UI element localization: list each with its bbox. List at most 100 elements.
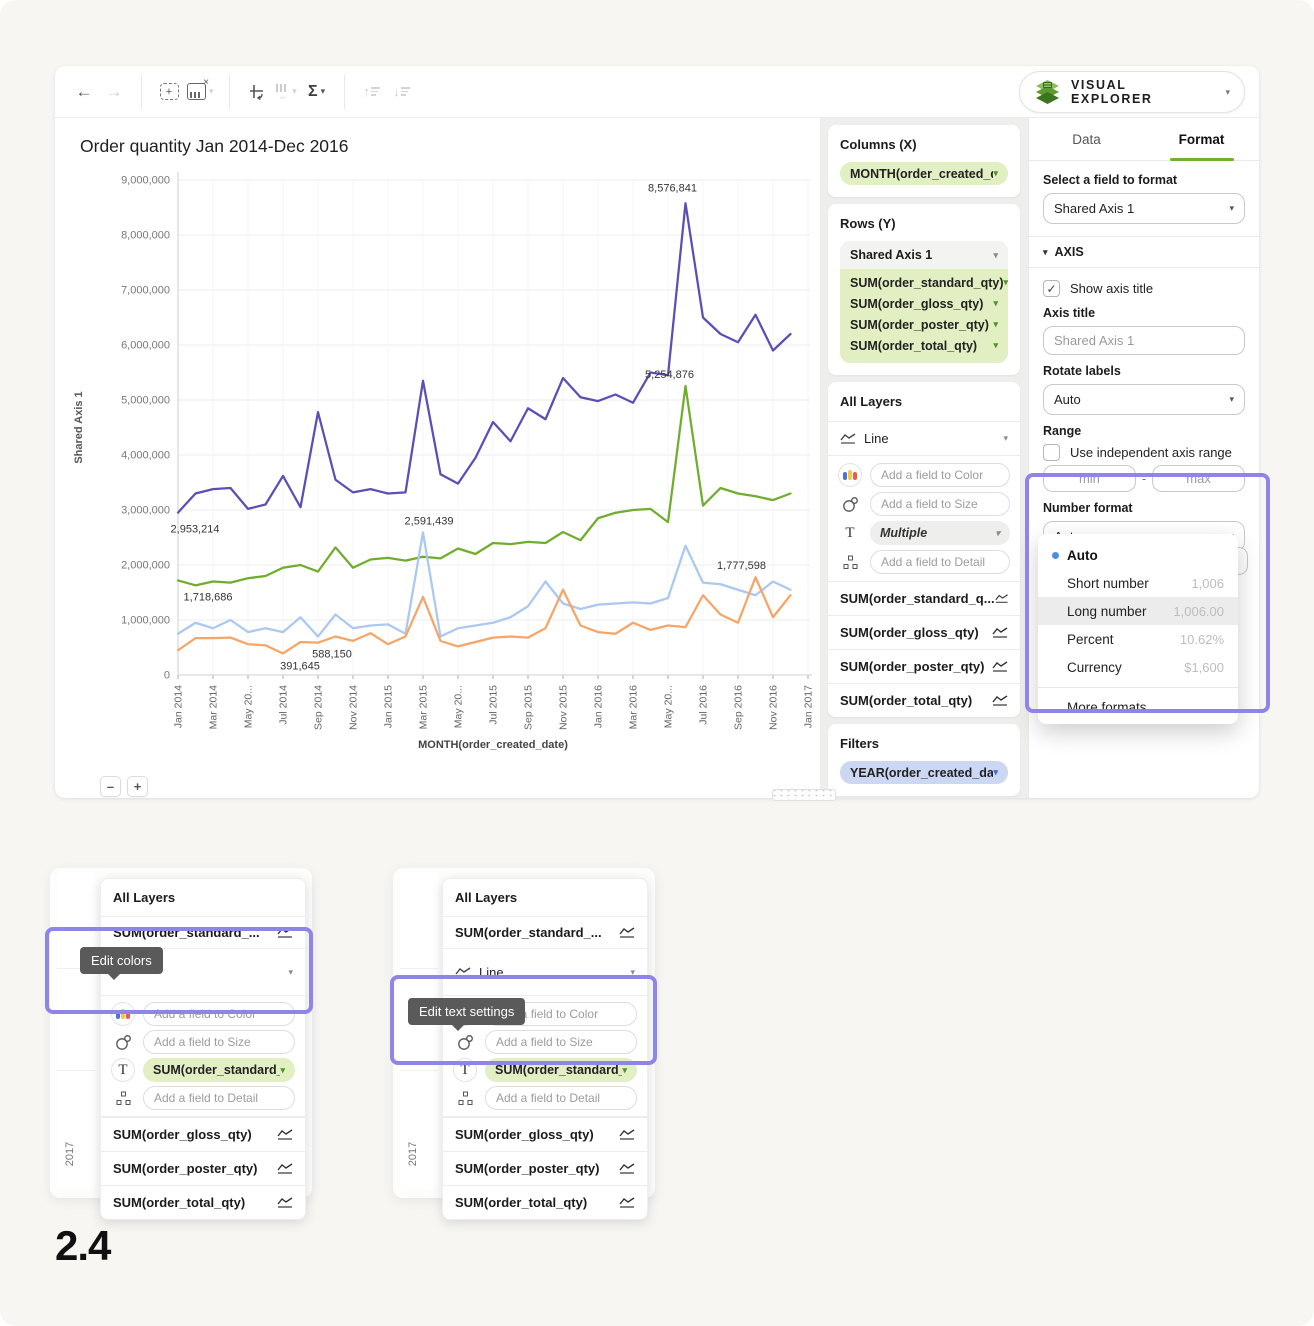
- menu-item-example: $1,600: [1184, 659, 1224, 675]
- size-icon[interactable]: [111, 1034, 135, 1051]
- active-tab-underline: [1169, 158, 1234, 161]
- detail-icon[interactable]: [111, 1091, 135, 1106]
- menu-item-long-number[interactable]: Long number 1,006.00: [1038, 597, 1238, 625]
- visual-explorer-menu-button[interactable]: VISUAL EXPLORER ▾: [1019, 71, 1245, 113]
- layer-fields: T Multiple ▾: [828, 456, 1020, 582]
- color-field-row: [838, 463, 1010, 487]
- axis-section-header[interactable]: ▾ AXIS: [1029, 236, 1259, 268]
- layer-row[interactable]: SUM(order_poster_qty): [828, 649, 1020, 683]
- rows-field-pill[interactable]: SUM(order_gloss_qty) ▾: [850, 293, 998, 314]
- chevron-down-icon: ▾: [995, 527, 1000, 538]
- svg-text:Nov 2014: Nov 2014: [348, 685, 360, 730]
- size-field-input[interactable]: [870, 492, 1010, 516]
- detail-icon[interactable]: [838, 555, 862, 570]
- text-field-value: SUM(order_standard_q...: [153, 1063, 280, 1077]
- shared-axis-header[interactable]: Shared Axis 1 ▾: [840, 241, 1008, 269]
- menu-item-label: Auto: [1067, 547, 1098, 563]
- columns-field-pill[interactable]: MONTH(order_created_d... ▾: [840, 162, 1008, 185]
- svg-text:8,576,841: 8,576,841: [648, 182, 697, 194]
- layer-row[interactable]: SUM(order_poster_qty): [101, 1151, 305, 1185]
- layer-row[interactable]: SUM(order_standard_q...: [828, 582, 1020, 615]
- size-icon[interactable]: [453, 1034, 477, 1051]
- text-field-row: T SUM(order_standard_q... ▾: [453, 1058, 637, 1082]
- zoom-out-button[interactable]: –: [100, 776, 121, 797]
- detail-field-input[interactable]: [870, 550, 1010, 574]
- detail-field-input[interactable]: [485, 1086, 637, 1110]
- sigma-icon: Σ: [307, 82, 318, 100]
- chevron-down-icon: ▾: [993, 340, 998, 350]
- size-field-input[interactable]: [143, 1030, 295, 1054]
- tab-data[interactable]: Data: [1029, 118, 1144, 160]
- chart-zoom-controls: – +: [100, 776, 148, 797]
- color-field-input[interactable]: [143, 1002, 295, 1026]
- plus-icon: +: [133, 779, 142, 794]
- layer-row[interactable]: SUM(order_total_qty): [101, 1185, 305, 1219]
- color-field-input[interactable]: [870, 463, 1010, 487]
- layer-row[interactable]: SUM(order_standard_...: [443, 917, 647, 949]
- layer-row[interactable]: SUM(order_gloss_qty): [443, 1117, 647, 1151]
- axis-title-input[interactable]: [1043, 326, 1245, 355]
- menu-item-currency[interactable]: Currency $1,600: [1038, 653, 1238, 681]
- line-chart[interactable]: 0 1,000,000 2,000,000 3,000,000 4,000,000 5,0…: [55, 162, 820, 800]
- text-field-select[interactable]: Multiple ▾: [870, 521, 1010, 545]
- text-icon[interactable]: T: [453, 1058, 477, 1082]
- chart-type-select[interactable]: ▾: [101, 949, 305, 996]
- chart-type-select[interactable]: Line ▾: [443, 949, 647, 996]
- rows-field-pill[interactable]: SUM(order_total_qty) ▾: [850, 335, 998, 356]
- histogram-button[interactable]: ↔ ▾: [272, 75, 302, 109]
- field-to-format-select[interactable]: Shared Axis 1 ▾: [1043, 193, 1245, 224]
- detail-field-row: [111, 1086, 295, 1110]
- menu-item-short-number[interactable]: Short number 1,006: [1038, 569, 1238, 597]
- layer-row[interactable]: SUM(order_total_qty): [828, 683, 1020, 717]
- text-field-pill[interactable]: SUM(order_standard_q... ▾: [143, 1058, 295, 1082]
- color-icon[interactable]: [838, 463, 862, 487]
- back-button[interactable]: ←: [69, 75, 99, 109]
- size-icon[interactable]: [838, 496, 862, 513]
- filter-field-pill[interactable]: YEAR(order_created_date) ▾: [840, 761, 1008, 784]
- zoom-in-button[interactable]: +: [127, 776, 148, 797]
- layer-row[interactable]: SUM(order_gloss_qty): [828, 615, 1020, 649]
- rotate-labels-select[interactable]: Auto ▾: [1043, 384, 1245, 415]
- layer-row[interactable]: SUM(order_total_qty): [443, 1185, 647, 1219]
- add-chart-button[interactable]: +: [154, 75, 184, 109]
- text-icon[interactable]: T: [845, 524, 855, 541]
- svg-text:Sep 2016: Sep 2016: [733, 685, 745, 730]
- size-field-input[interactable]: [485, 1030, 637, 1054]
- menu-item-percent[interactable]: Percent 10.62%: [1038, 625, 1238, 653]
- resize-grip[interactable]: [772, 789, 836, 801]
- show-axis-title-checkbox[interactable]: ✓: [1043, 280, 1060, 297]
- chevron-down-icon: ▾: [1003, 277, 1009, 287]
- aggregate-button[interactable]: Σ ▾: [302, 75, 332, 109]
- filter-field-label: YEAR(order_created_date): [850, 765, 994, 780]
- text-icon[interactable]: T: [111, 1058, 135, 1082]
- svg-text:5,254,876: 5,254,876: [645, 369, 694, 381]
- rows-field-pill[interactable]: SUM(order_standard_qty) ▾: [850, 272, 1008, 293]
- rows-field-pill[interactable]: SUM(order_poster_qty) ▾: [850, 314, 998, 335]
- menu-item-auto[interactable]: Auto: [1038, 541, 1238, 569]
- tab-format[interactable]: Format: [1144, 118, 1259, 161]
- sort-ascending-button[interactable]: ↑: [357, 75, 387, 109]
- detail-icon[interactable]: [453, 1091, 477, 1106]
- svg-text:Sep 2015: Sep 2015: [523, 685, 535, 730]
- layer-row[interactable]: SUM(order_standard_...: [101, 917, 305, 949]
- sort-descending-button[interactable]: ↓: [387, 75, 417, 109]
- layer-row-label: SUM(order_poster_qty): [840, 659, 985, 674]
- swap-axes-button[interactable]: [242, 75, 272, 109]
- range-min-input[interactable]: [1043, 465, 1136, 492]
- range-max-input[interactable]: [1152, 465, 1245, 492]
- menu-item-more-formats[interactable]: More formats...: [1067, 700, 1158, 715]
- independent-range-checkbox[interactable]: [1043, 444, 1060, 461]
- forward-button[interactable]: →: [99, 75, 129, 109]
- text-field-pill[interactable]: SUM(order_standard_q... ▾: [485, 1058, 637, 1082]
- tooltip-arrow-icon: [108, 974, 120, 980]
- layer-fields: T SUM(order_standard_q... ▾: [101, 996, 305, 1117]
- layer-row[interactable]: SUM(order_poster_qty): [443, 1151, 647, 1185]
- chart-type-select[interactable]: Line ▾: [828, 422, 1020, 456]
- clear-chart-button[interactable]: × ▾: [184, 75, 217, 109]
- number-format-block: Number format Auto ▾ ▾ Auto: [1038, 501, 1248, 724]
- layer-row[interactable]: SUM(order_gloss_qty): [101, 1117, 305, 1151]
- detail-field-input[interactable]: [143, 1086, 295, 1110]
- color-icon[interactable]: [111, 1002, 135, 1026]
- visual-explorer-label: VISUAL EXPLORER: [1071, 78, 1153, 106]
